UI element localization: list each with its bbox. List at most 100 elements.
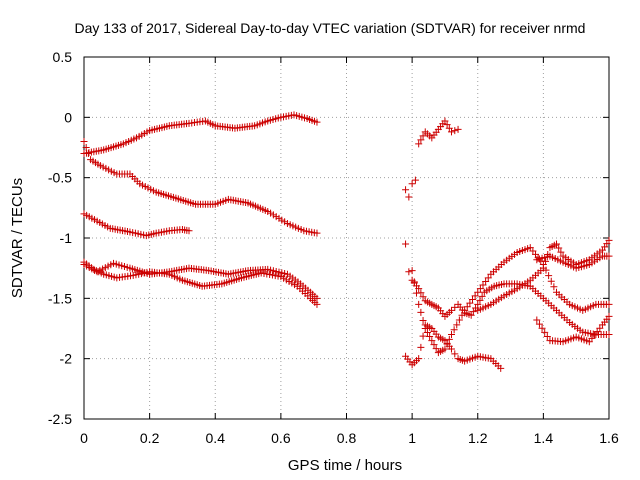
data-point: [474, 300, 482, 308]
data-point: [405, 268, 413, 276]
data-point: [469, 296, 476, 304]
x-tick-label: 0.4: [206, 430, 226, 446]
data-point: [408, 180, 416, 188]
data-point: [545, 272, 553, 280]
data-point: [417, 136, 425, 144]
data-point: [313, 300, 321, 308]
x-tick-label: 1: [408, 430, 416, 446]
data-point: [458, 311, 466, 319]
data-point: [423, 329, 431, 337]
data-point: [605, 300, 613, 308]
data-point: [539, 264, 547, 272]
data-point: [605, 252, 613, 260]
data-point: [428, 337, 436, 345]
data-point: [538, 324, 546, 332]
data-point: [467, 311, 475, 319]
data-point: [417, 343, 425, 351]
data-point: [605, 236, 613, 244]
series-track-k: [533, 312, 613, 346]
data-point: [605, 331, 613, 339]
series-track-j: [474, 236, 613, 314]
data-point: [605, 312, 613, 320]
data-point: [478, 292, 486, 300]
data-point: [474, 288, 482, 296]
data-point: [448, 128, 455, 136]
axis-ticks: 0 0.2 0.4 0.6 0.8 1 1.2 1.4 1.6 0.5 0 -0.5 -1 -1.5 -2 -…: [48, 49, 619, 446]
data-point: [454, 125, 462, 133]
data-point: [497, 364, 505, 372]
series-track-l: [533, 252, 613, 272]
data-point: [451, 127, 459, 135]
data-point: [415, 140, 423, 148]
data-point: [450, 326, 458, 334]
data-point: [535, 320, 543, 328]
series-track-a: [80, 111, 321, 158]
data-point: [426, 333, 434, 341]
data-point: [471, 292, 479, 300]
data-point: [448, 306, 455, 314]
data-point: [408, 267, 416, 275]
data-point: [185, 227, 193, 235]
series-track-g: [402, 240, 613, 339]
data-point: [421, 325, 429, 332]
y-tick-label: -2.5: [48, 411, 72, 427]
data-point: [451, 350, 459, 358]
chart-title: Day 133 of 2017, Sidereal Day-to-day VTE…: [75, 20, 586, 36]
y-tick-label: -1: [60, 230, 73, 246]
data-point: [405, 193, 413, 201]
data-point: [547, 277, 555, 285]
data-point: [557, 248, 565, 256]
data-point: [84, 150, 92, 158]
series-track-b: [80, 137, 321, 237]
data-point: [461, 306, 469, 314]
data-point: [484, 274, 492, 282]
data-point: [413, 289, 420, 297]
x-axis-label: GPS time / hours: [288, 457, 402, 474]
series-track-e: [80, 259, 321, 302]
data-point: [482, 277, 490, 285]
data-point: [417, 308, 425, 316]
data-point: [469, 308, 477, 316]
data-point: [419, 316, 427, 324]
data-point: [419, 332, 427, 340]
data-point: [555, 244, 563, 252]
data-point: [445, 335, 453, 343]
data-point: [432, 345, 440, 353]
data-point: [419, 132, 427, 140]
data-point: [419, 293, 427, 301]
data-point: [453, 321, 461, 329]
x-tick-label: 0.2: [140, 430, 160, 446]
x-tick-label: 1.2: [468, 430, 488, 446]
data-points: [80, 111, 613, 372]
data-point: [402, 186, 410, 194]
x-tick-label: 1.6: [599, 430, 619, 446]
y-tick-label: 0.5: [53, 49, 73, 65]
x-tick-label: 0.8: [337, 430, 357, 446]
y-tick-label: 0: [64, 109, 72, 125]
data-point: [550, 283, 558, 291]
data-point: [415, 285, 423, 293]
data-point: [541, 328, 549, 336]
data-point: [443, 340, 451, 348]
data-point: [445, 124, 453, 132]
data-point: [313, 118, 321, 126]
data-point: [466, 299, 474, 307]
x-tick-label: 0: [80, 430, 88, 446]
data-point: [448, 331, 455, 339]
data-point: [542, 257, 550, 265]
data-point: [455, 316, 463, 324]
series-track-d: [80, 258, 321, 308]
data-point: [430, 341, 438, 349]
data-point: [441, 345, 449, 353]
data-point: [443, 121, 451, 129]
data-point: [463, 303, 471, 311]
data-point: [543, 332, 551, 340]
data-point: [411, 176, 419, 184]
grid-lines: [84, 57, 609, 419]
data-point: [313, 294, 321, 302]
data-point: [553, 240, 560, 248]
y-axis-label: SDTVAR / TECUs: [9, 178, 26, 298]
series-track-i: [408, 244, 613, 357]
data-point: [402, 240, 410, 248]
